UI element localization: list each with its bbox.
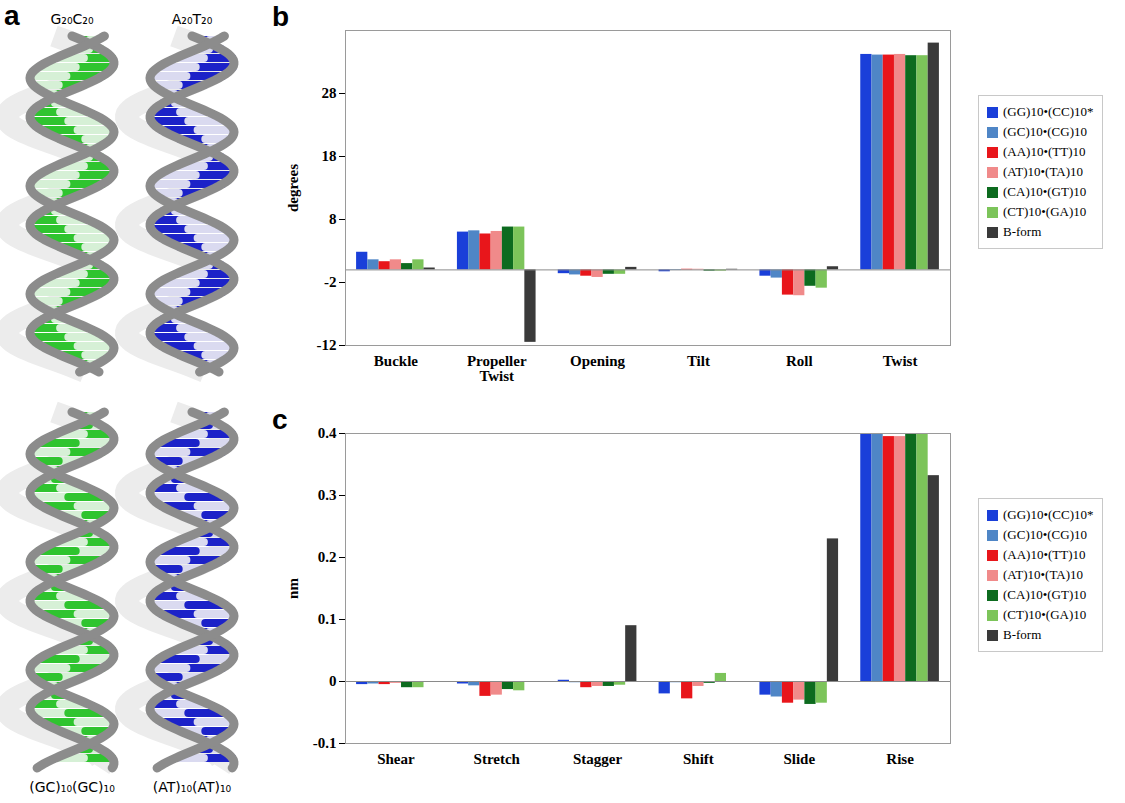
svg-text:0.4: 0.4 <box>318 425 337 441</box>
svg-text:0: 0 <box>329 673 337 689</box>
svg-text:8: 8 <box>329 211 337 227</box>
svg-text:-12: -12 <box>317 337 337 353</box>
html-text:b: b <box>272 1 290 32</box>
svg-text:G₂₀C₂₀: G₂₀C₂₀ <box>50 11 93 27</box>
svg-text:Tilt: Tilt <box>687 353 710 369</box>
svg-text:Stretch: Stretch <box>474 751 521 767</box>
svg-text:Rise: Rise <box>886 751 914 767</box>
svg-text:28: 28 <box>322 85 337 101</box>
html-text:(GC)10•(CG)10: (GC)10•(CG)10 <box>1003 527 1087 542</box>
svg-text:degrees: degrees <box>285 164 301 212</box>
html-text:(AT)10•(TA)10: (AT)10•(TA)10 <box>1003 164 1083 179</box>
svg-text:A₂₀T₂₀: A₂₀T₂₀ <box>172 11 213 27</box>
html-text:(AT)10•(TA)10: (AT)10•(TA)10 <box>1003 567 1083 582</box>
svg-text:-2: -2 <box>324 274 337 290</box>
html-text:c: c <box>272 404 288 435</box>
svg-text:18: 18 <box>322 148 337 164</box>
html-text:(GC)10•(CG)10: (GC)10•(CG)10 <box>1003 124 1087 139</box>
svg-text:Twist: Twist <box>883 353 918 369</box>
svg-text:PropellerTwist: PropellerTwist <box>467 353 527 384</box>
html-text:(CA)10•(GT)10: (CA)10•(GT)10 <box>1003 184 1087 199</box>
html-text:(AA)10•(TT)10: (AA)10•(TT)10 <box>1003 144 1086 159</box>
svg-text:Opening: Opening <box>570 353 626 369</box>
svg-text:nm: nm <box>285 578 301 599</box>
html-text:B-form: B-form <box>1003 627 1042 642</box>
svg-text:Roll: Roll <box>786 353 813 369</box>
html-text:(GG)10•(CC)10*: (GG)10•(CC)10* <box>1003 507 1094 522</box>
svg-text:0.3: 0.3 <box>318 487 337 503</box>
html-text:(CT)10•(GA)10: (CT)10•(GA)10 <box>1003 204 1087 219</box>
html-text:a: a <box>4 0 20 31</box>
html-text:(CT)10•(GA)10: (CT)10•(GA)10 <box>1003 607 1087 622</box>
svg-text:0.2: 0.2 <box>318 549 337 565</box>
svg-text:Buckle: Buckle <box>374 353 419 369</box>
svg-text:Shear: Shear <box>377 751 415 767</box>
svg-text:(GC)₁₀(GC)₁₀: (GC)₁₀(GC)₁₀ <box>29 779 115 795</box>
svg-text:Stagger: Stagger <box>573 751 622 767</box>
html-text:(GG)10•(CC)10*: (GG)10•(CC)10* <box>1003 104 1094 119</box>
svg-text:Shift: Shift <box>683 751 714 767</box>
svg-text:Slide: Slide <box>783 751 815 767</box>
svg-text:(AT)₁₀(AT)₁₀: (AT)₁₀(AT)₁₀ <box>153 779 232 795</box>
svg-text:0.1: 0.1 <box>318 611 337 627</box>
html-text:B-form: B-form <box>1003 224 1042 239</box>
html-text:(AA)10•(TT)10: (AA)10•(TT)10 <box>1003 547 1086 562</box>
svg-text:-0.1: -0.1 <box>313 735 337 751</box>
html-text:(CA)10•(GT)10: (CA)10•(GT)10 <box>1003 587 1087 602</box>
